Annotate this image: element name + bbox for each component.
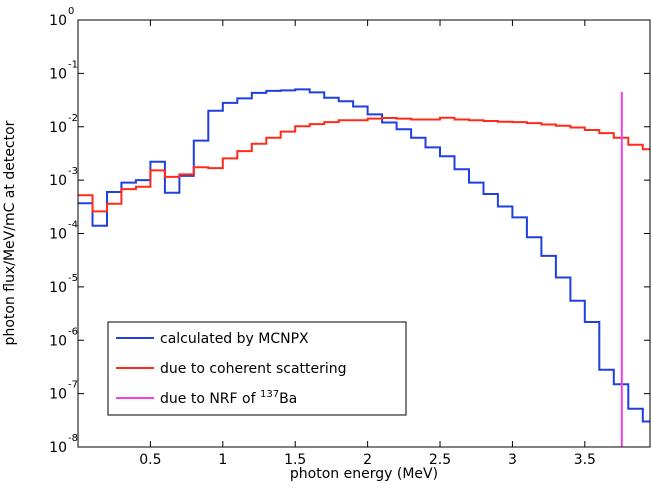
y-tick-exponent: 0 bbox=[68, 6, 74, 17]
y-tick-exponent: -4 bbox=[68, 220, 78, 231]
legend-label-1: calculated by MCNPX bbox=[160, 331, 309, 347]
y-tick-label: 10 bbox=[49, 227, 67, 243]
y-tick-exponent: -3 bbox=[68, 166, 78, 177]
y-tick-exponent: -2 bbox=[68, 113, 78, 124]
y-tick-exponent: -5 bbox=[68, 273, 78, 284]
y-tick-label: 10 bbox=[49, 120, 67, 136]
tick-layer: 0.5 1 1.5 2 2.5 3 3.5010-110-210-310-410-510-6… bbox=[49, 6, 650, 468]
y-tick-exponent: -8 bbox=[68, 433, 78, 444]
x-tick-label: 3.5 bbox=[574, 452, 596, 468]
y-tick-label: 10 bbox=[49, 66, 67, 82]
x-tick-label: 2.5 bbox=[429, 452, 451, 468]
x-tick-label: 3 bbox=[508, 452, 517, 468]
series-line-2 bbox=[78, 116, 650, 213]
x-tick-label: 2 bbox=[363, 452, 372, 468]
legend-label-2: due to coherent scattering bbox=[160, 361, 347, 377]
y-tick-label: 10 bbox=[49, 173, 67, 189]
y-axis-title: photon flux/MeV/mC at detector bbox=[2, 120, 18, 345]
x-tick-label: 1 bbox=[218, 452, 227, 468]
y-tick-label: 10 bbox=[49, 280, 67, 296]
y-tick-label: 10 bbox=[49, 387, 67, 403]
series-line-1 bbox=[78, 88, 650, 423]
y-tick-label: 10 bbox=[49, 13, 67, 29]
y-tick-exponent: -6 bbox=[68, 326, 78, 337]
y-tick-label: 10 bbox=[49, 440, 67, 456]
y-tick-label: 10 bbox=[49, 333, 67, 349]
y-tick-exponent: -7 bbox=[68, 380, 78, 391]
series-layer bbox=[78, 88, 650, 447]
x-axis-title: photon energy (MeV) bbox=[290, 466, 438, 482]
legend-label-3: due to NRF of 137Ba bbox=[160, 389, 297, 407]
legend-box bbox=[107, 321, 407, 416]
legend: calculated by MCNPX due to coherent scatt… bbox=[107, 321, 407, 416]
x-tick-label: 1.5 bbox=[284, 452, 306, 468]
y-tick-exponent: -1 bbox=[68, 59, 78, 70]
x-tick-label: 0.5 bbox=[139, 452, 161, 468]
